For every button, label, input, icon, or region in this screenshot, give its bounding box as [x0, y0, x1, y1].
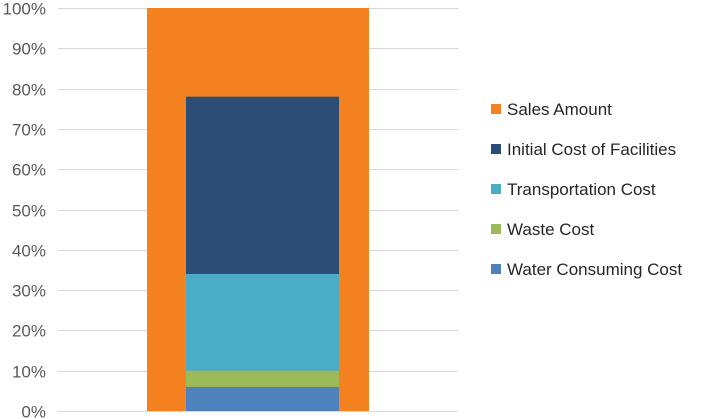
legend-item-waste-cost: Waste Cost	[491, 220, 595, 239]
y-tick-label: 60%	[12, 161, 46, 180]
legend-item-sales-amount: Sales Amount	[491, 100, 612, 119]
y-tick-label: 40%	[12, 242, 46, 261]
y-tick-label: 80%	[12, 81, 46, 100]
legend-label: Sales Amount	[507, 100, 612, 119]
legend-swatch	[491, 144, 501, 154]
legend-swatch	[491, 104, 501, 114]
bars	[147, 8, 369, 411]
legend-label: Initial Cost of Facilities	[507, 140, 676, 159]
bar-segment-transportation-cost	[186, 273, 339, 371]
bar-segment-waste-cost	[186, 370, 339, 387]
y-axis-tick-labels: 0% 10% 20% 30% 40% 50% 60% 70% 80% 90% 100%	[3, 0, 46, 419]
bar-segment-initial-cost-of-facilities	[186, 96, 339, 274]
legend-item-transportation-cost: Transportation Cost	[491, 180, 656, 199]
y-tick-label: 50%	[12, 202, 46, 221]
y-tick-label: 0%	[21, 403, 46, 419]
y-tick-label: 10%	[12, 363, 46, 382]
legend-swatch	[491, 184, 501, 194]
y-tick-label: 20%	[12, 322, 46, 341]
legend: Sales Amount Initial Cost of Facilities Tr…	[491, 100, 682, 279]
legend-swatch	[491, 224, 501, 234]
legend-swatch	[491, 264, 501, 274]
legend-label: Transportation Cost	[507, 180, 656, 199]
legend-item-initial-cost-of-facilities: Initial Cost of Facilities	[491, 140, 676, 159]
y-tick-label: 100%	[3, 0, 46, 19]
y-tick-label: 90%	[12, 40, 46, 59]
y-tick-label: 70%	[12, 121, 46, 140]
bar-segment-water-consuming-cost	[186, 386, 339, 411]
legend-item-water-consuming-cost: Water Consuming Cost	[491, 260, 682, 279]
y-tick-label: 30%	[12, 282, 46, 301]
legend-label: Waste Cost	[507, 220, 595, 239]
legend-label: Water Consuming Cost	[507, 260, 682, 279]
